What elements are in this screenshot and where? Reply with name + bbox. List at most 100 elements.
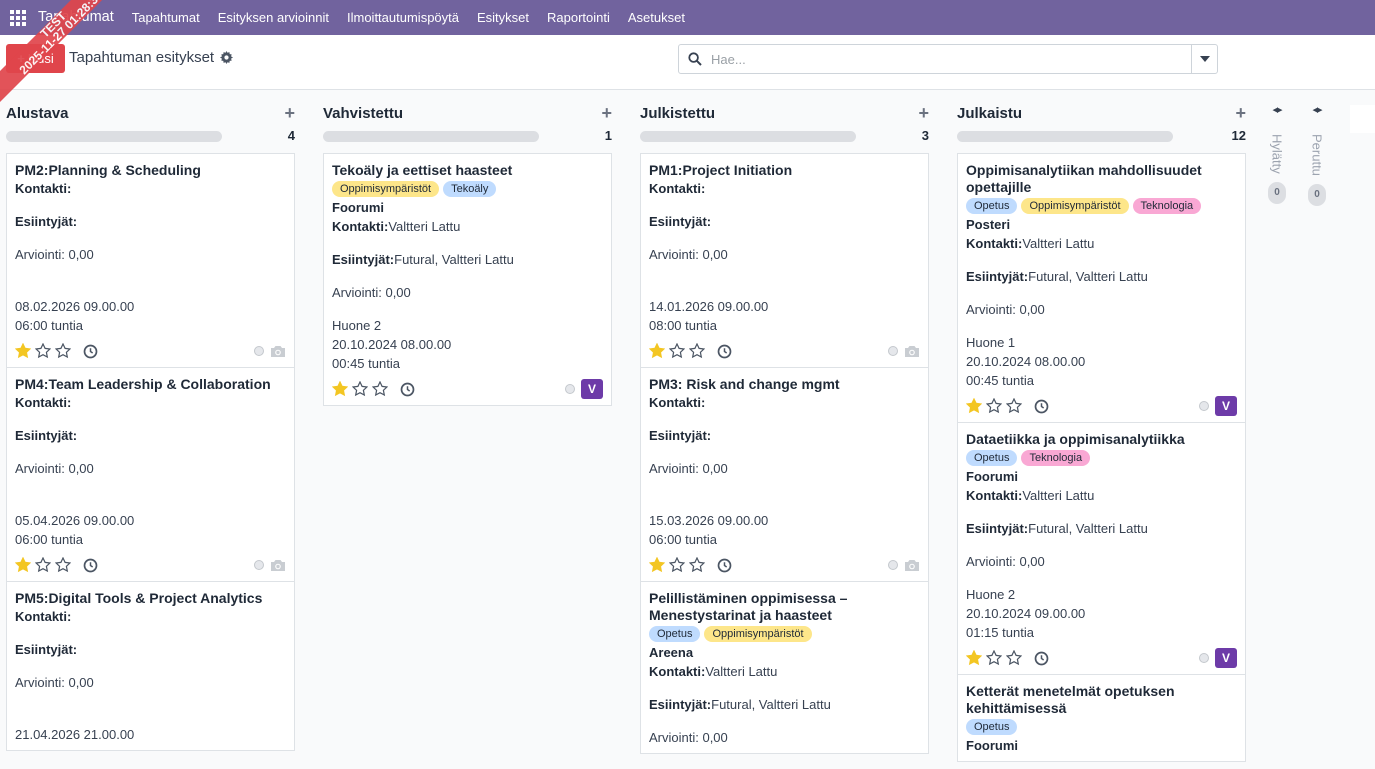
camera-icon[interactable] xyxy=(904,344,920,358)
card-duration: 08:00 tuntia xyxy=(649,318,717,333)
contact-label: Kontakti: xyxy=(649,664,706,679)
star-filled-icon[interactable] xyxy=(331,380,349,397)
kanban-card[interactable]: PM4:Team Leadership & Collaboration Konta… xyxy=(6,367,295,582)
star-empty-icon[interactable] xyxy=(54,556,72,573)
clock-icon[interactable] xyxy=(83,344,98,359)
column-progress-bar[interactable] xyxy=(640,131,856,142)
apps-grid-icon[interactable] xyxy=(0,0,36,35)
add-column-area[interactable] xyxy=(1350,105,1375,133)
clock-icon[interactable] xyxy=(1034,399,1049,414)
kanban-card[interactable]: PM5:Digital Tools & Project Analytics Kon… xyxy=(6,581,295,751)
camera-icon[interactable] xyxy=(270,558,286,572)
column-progress-bar[interactable] xyxy=(6,131,222,142)
add-card-icon[interactable]: + xyxy=(284,102,295,123)
add-card-icon[interactable]: + xyxy=(918,102,929,123)
star-empty-icon[interactable] xyxy=(1005,649,1023,666)
priority-stars xyxy=(331,380,415,397)
priority-stars xyxy=(648,342,732,359)
clock-icon[interactable] xyxy=(1034,651,1049,666)
camera-icon[interactable] xyxy=(270,344,286,358)
star-filled-icon[interactable] xyxy=(648,342,666,359)
status-dot-icon[interactable] xyxy=(888,346,898,356)
card-room: Huone 2 xyxy=(966,587,1016,602)
add-card-icon[interactable]: + xyxy=(601,102,612,123)
star-filled-icon[interactable] xyxy=(965,397,983,414)
gear-icon[interactable] xyxy=(220,51,234,64)
column-progress-bar[interactable] xyxy=(323,131,539,142)
star-empty-icon[interactable] xyxy=(351,380,369,397)
tag-badge[interactable]: Teknologia xyxy=(1132,198,1202,214)
column-title[interactable]: Vahvistettu xyxy=(323,104,404,122)
kanban-card[interactable]: Pelillistäminen oppimisessa – Menestysta… xyxy=(640,581,929,754)
kanban-card[interactable]: PM3: Risk and change mgmt Kontakti: Esiint… xyxy=(640,367,929,582)
column-title[interactable]: Julkaistu xyxy=(957,104,1023,122)
star-empty-icon[interactable] xyxy=(371,380,389,397)
menu-item-tapahtumat[interactable]: Tapahtumat xyxy=(131,10,200,25)
column-title[interactable]: Alustava xyxy=(6,104,69,122)
star-empty-icon[interactable] xyxy=(985,649,1003,666)
star-filled-icon[interactable] xyxy=(965,649,983,666)
tag-badge[interactable]: Teknologia xyxy=(1021,450,1091,466)
tag-badge[interactable]: Oppimisympäristöt xyxy=(704,626,812,642)
tag-badge[interactable]: Tekoäly xyxy=(443,181,497,197)
kanban-card[interactable]: Dataetiikka ja oppimisanalytiikka Opetus T… xyxy=(957,422,1246,675)
menu-item-raportointi[interactable]: Raportointi xyxy=(547,10,610,25)
clock-icon[interactable] xyxy=(717,558,732,573)
kanban-card[interactable]: Oppimisanalytiikan mahdollisuudet opetta… xyxy=(957,153,1246,423)
status-dot-icon[interactable] xyxy=(254,346,264,356)
avatar[interactable]: V xyxy=(1215,396,1237,416)
column-progress-bar[interactable] xyxy=(957,131,1173,142)
status-dot-icon[interactable] xyxy=(254,560,264,570)
status-dot-icon[interactable] xyxy=(1199,653,1209,663)
add-card-icon[interactable]: + xyxy=(1235,102,1246,123)
star-filled-icon[interactable] xyxy=(14,556,32,573)
tag-badge[interactable]: Opetus xyxy=(966,450,1018,466)
status-dot-icon[interactable] xyxy=(1199,401,1209,411)
contact-value: Valtteri Lattu xyxy=(388,219,461,234)
kanban-card[interactable]: Ketterät menetelmät opetuksen kehittämis… xyxy=(957,674,1246,762)
star-filled-icon[interactable] xyxy=(14,342,32,359)
star-empty-icon[interactable] xyxy=(1005,397,1023,414)
star-empty-icon[interactable] xyxy=(688,342,706,359)
column-title[interactable]: Julkistettu xyxy=(640,104,716,122)
star-empty-icon[interactable] xyxy=(688,556,706,573)
tag-badge[interactable]: Opetus xyxy=(966,719,1018,735)
star-empty-icon[interactable] xyxy=(985,397,1003,414)
avatar[interactable]: V xyxy=(1215,648,1237,668)
search-input[interactable] xyxy=(711,51,1191,67)
star-filled-icon[interactable] xyxy=(648,556,666,573)
app-brand-link[interactable]: Tapahtumat xyxy=(38,9,114,25)
star-empty-icon[interactable] xyxy=(668,342,686,359)
search-options-toggle[interactable] xyxy=(1191,45,1217,73)
kanban-card[interactable]: PM1:Project Initiation Kontakti: Esiintyjä… xyxy=(640,153,929,368)
status-dot-icon[interactable] xyxy=(565,384,575,394)
folded-column-peruttu[interactable]: ◂▸ Peruttu 0 xyxy=(1302,103,1332,253)
new-button[interactable]: + Uusi xyxy=(6,44,65,73)
menu-item-esitykset[interactable]: Esitykset xyxy=(477,10,530,25)
kanban-card[interactable]: PM2:Planning & Scheduling Kontakti: Esiint… xyxy=(6,153,295,368)
status-dot-icon[interactable] xyxy=(888,560,898,570)
kanban-card[interactable]: Tekoäly ja eettiset haasteet Oppimisympär… xyxy=(323,153,612,406)
clock-icon[interactable] xyxy=(83,558,98,573)
tag-badge[interactable]: Oppimisympäristöt xyxy=(1021,198,1129,214)
tag-badge[interactable]: Opetus xyxy=(649,626,701,642)
card-room: Huone 1 xyxy=(966,335,1016,350)
clock-icon[interactable] xyxy=(717,344,732,359)
expand-arrows-icon: ◂▸ xyxy=(1312,104,1322,116)
menu-item-ilmoittautumispoyta[interactable]: Ilmoittautumispöytä xyxy=(347,10,459,25)
tag-badge[interactable]: Oppimisympäristöt xyxy=(332,181,440,197)
star-empty-icon[interactable] xyxy=(34,342,52,359)
card-rating: Arviointi: 0,00 xyxy=(15,247,94,262)
camera-icon[interactable] xyxy=(904,558,920,572)
star-empty-icon[interactable] xyxy=(668,556,686,573)
menu-item-asetukset[interactable]: Asetukset xyxy=(627,10,685,25)
menu-item-esityksen-arvioinnit[interactable]: Esityksen arvioinnit xyxy=(217,10,329,25)
card-contact: Kontakti:Valtteri Lattu xyxy=(966,234,1237,253)
star-empty-icon[interactable] xyxy=(54,342,72,359)
star-empty-icon[interactable] xyxy=(34,556,52,573)
avatar[interactable]: V xyxy=(581,379,603,399)
card-status: V xyxy=(1199,648,1237,668)
folded-column-hylatty[interactable]: ◂▸ Hylätty 0 xyxy=(1262,103,1292,253)
clock-icon[interactable] xyxy=(400,382,415,397)
tag-badge[interactable]: Opetus xyxy=(966,198,1018,214)
